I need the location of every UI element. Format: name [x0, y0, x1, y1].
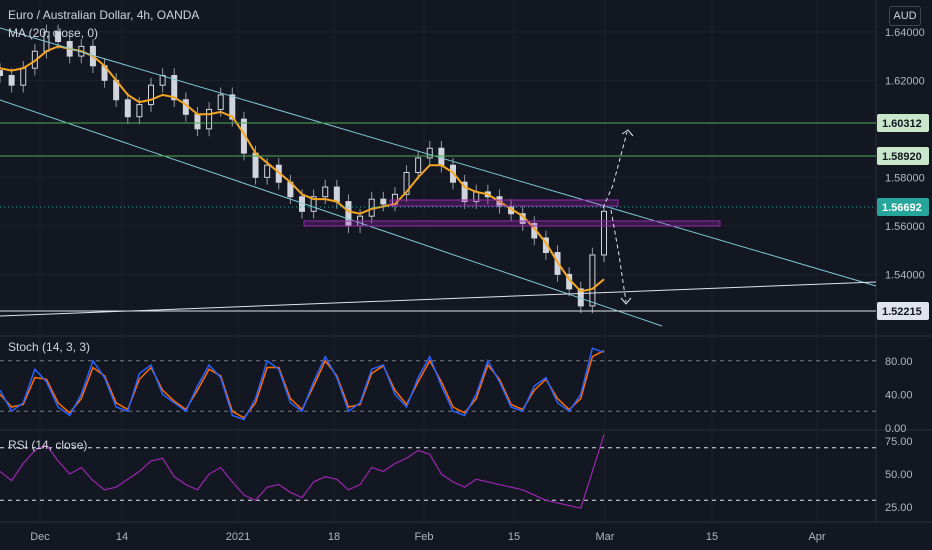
candle-body: [194, 113, 201, 130]
price-tick-label: 1.62000: [885, 75, 925, 87]
time-tick-label: Dec: [30, 531, 50, 543]
candle-body: [55, 31, 62, 43]
price-tag-box: [877, 147, 929, 165]
price-tag-label: 1.58920: [882, 151, 922, 163]
candle-body: [252, 152, 259, 178]
projection-arrow-down: [610, 209, 627, 303]
candle-body: [148, 84, 154, 106]
candle-body: [229, 94, 236, 120]
symbol-title: Euro / Australian Dollar, 4h, OANDA: [8, 8, 200, 22]
time-tick-label: 2021: [226, 531, 250, 543]
price-tag-box: [877, 302, 929, 320]
price-tick-label: 1.64000: [885, 27, 925, 39]
ma-indicator-label: MA (20, close, 0): [8, 26, 99, 40]
price-tick-label: 1.58000: [885, 172, 925, 184]
candle-body: [20, 67, 27, 86]
candle-body: [8, 74, 15, 86]
supply-zone: [303, 220, 721, 227]
supply-zone: [389, 199, 619, 207]
price-tag-label: 1.56692: [882, 202, 922, 214]
price-tag-label: 1.60312: [882, 118, 922, 130]
ma-line: [0, 45, 605, 293]
candle-body: [0, 70, 3, 76]
candle-body: [136, 104, 143, 118]
candle-body: [438, 147, 445, 166]
currency-button[interactable]: AUD: [889, 6, 921, 26]
candle-body: [217, 94, 224, 110]
candle-body: [264, 164, 271, 178]
candle-body: [171, 74, 178, 101]
stoch-tick-label: 0.00: [885, 423, 906, 435]
candle-body: [124, 99, 131, 118]
candle-body: [461, 181, 468, 203]
candle-body: [415, 157, 422, 173]
price-tick-label: 1.54000: [885, 269, 925, 281]
candle-body: [380, 198, 387, 205]
stoch-indicator-label: Stoch (14, 3, 3): [8, 340, 91, 354]
arrowhead: [620, 297, 632, 305]
time-tick-label: 18: [328, 531, 340, 543]
time-tick-label: Feb: [415, 531, 434, 543]
price-tick-label: 1.56000: [885, 221, 925, 233]
price-tag-box: [877, 114, 929, 132]
rsi-line: [0, 434, 605, 509]
candle-body: [403, 172, 410, 195]
projection-arrow-up: [602, 131, 628, 209]
candle-body: [601, 210, 607, 256]
candle-body: [322, 186, 329, 198]
stoch-k-line: [0, 347, 605, 421]
time-tick-label: Apr: [808, 531, 825, 543]
candle-body: [333, 186, 340, 203]
arrowhead: [621, 129, 634, 137]
price-tag-box: [877, 198, 929, 216]
support-trend-line: [0, 281, 877, 317]
rsi-indicator-label: RSI (14, close): [8, 438, 88, 452]
candle-body: [589, 254, 596, 307]
rsi-tick-label: 50.00: [885, 469, 913, 481]
time-tick-label: Mar: [596, 531, 615, 543]
stoch-tick-label: 80.00: [885, 356, 913, 368]
time-tick-label: 14: [116, 531, 128, 543]
stoch-tick-label: 40.00: [885, 389, 913, 401]
rsi-tick-label: 25.00: [885, 502, 913, 514]
time-tick-label: 15: [706, 531, 718, 543]
channel-upper-line: [0, 27, 877, 287]
candle-body: [310, 196, 317, 212]
rsi-tick-label: 75.00: [885, 436, 913, 448]
candle-body: [206, 108, 213, 130]
channel-lower-line: [0, 99, 663, 327]
candle-body: [159, 74, 166, 86]
candle-body: [426, 147, 433, 159]
price-tag-label: 1.52215: [882, 306, 922, 318]
time-tick-label: 15: [508, 531, 520, 543]
